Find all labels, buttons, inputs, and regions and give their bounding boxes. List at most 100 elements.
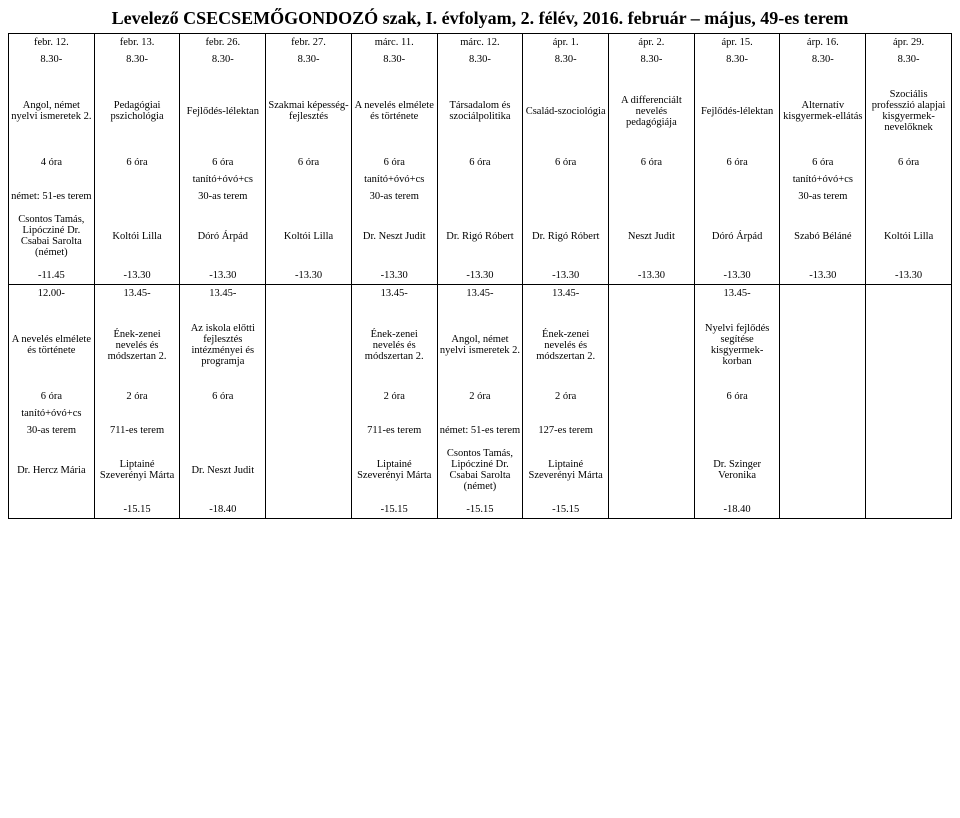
start-times-row-2: 12.00- 13.45- 13.45- 13.45- 13.45- 13.45… <box>9 285 952 303</box>
room-cell <box>523 188 609 205</box>
hours-cell: 6 óra <box>9 388 95 405</box>
subject-cell <box>609 302 695 388</box>
hours-row-2: 6 óra 2 óra 6 óra 2 óra 2 óra 2 óra 6 ór… <box>9 388 952 405</box>
endtime-cell: -15.15 <box>523 501 609 519</box>
endtime-cell: -13.30 <box>180 267 266 285</box>
subject-cell: Angol, német nyelvi ismeretek 2. <box>437 302 523 388</box>
page-title: Levelező CSECSEMŐGONDOZÓ szak, I. évfoly… <box>8 8 952 29</box>
time-cell <box>266 285 352 303</box>
hours-cell: 6 óra <box>523 154 609 171</box>
subject-cell: Pedagógiai pszichológia <box>94 68 180 154</box>
subjects-row-2: A nevelés elmélete és története Ének-zen… <box>9 302 952 388</box>
hours-cell <box>266 388 352 405</box>
tag-cell <box>866 405 952 422</box>
subject-cell: Ének-zenei nevelés és módszertan 2. <box>523 302 609 388</box>
room-cell <box>866 188 952 205</box>
time-cell: 8.30- <box>9 51 95 68</box>
instructor-cell: Dóró Árpád <box>694 205 780 267</box>
subject-cell: A nevelés elmélete és története <box>351 68 437 154</box>
date-cell: ápr. 29. <box>866 34 952 52</box>
hours-cell: 4 óra <box>9 154 95 171</box>
subject-cell: Angol, német nyelvi ismeretek 2. <box>9 68 95 154</box>
endtime-cell: -15.15 <box>94 501 180 519</box>
hours-cell: 6 óra <box>609 154 695 171</box>
hours-cell <box>609 388 695 405</box>
room-cell <box>180 422 266 439</box>
hours-cell <box>866 388 952 405</box>
instructor-cell: Csontos Tamás, Lipócziné Dr. Csabai Saro… <box>437 439 523 501</box>
instructor-cell: Dóró Árpád <box>180 205 266 267</box>
endtime-cell <box>609 501 695 519</box>
subject-cell: Társadalom és szociálpolitika <box>437 68 523 154</box>
hours-cell: 2 óra <box>351 388 437 405</box>
room-cell: német: 51-es terem <box>437 422 523 439</box>
endtime-cell: -13.30 <box>94 267 180 285</box>
room-cell: 711-es terem <box>351 422 437 439</box>
room-cell <box>694 422 780 439</box>
tag-cell <box>866 171 952 188</box>
room-cell: 711-es terem <box>94 422 180 439</box>
time-cell: 8.30- <box>437 51 523 68</box>
tag-cell <box>266 171 352 188</box>
subject-cell: Az iskola előtti fejlesztés intézményei … <box>180 302 266 388</box>
tag-cell <box>609 405 695 422</box>
dates-row: febr. 12. febr. 13. febr. 26. febr. 27. … <box>9 34 952 52</box>
date-cell: márc. 11. <box>351 34 437 52</box>
instructor-cell: Dr. Rigó Róbert <box>437 205 523 267</box>
time-cell <box>866 285 952 303</box>
subjects-row: Angol, német nyelvi ismeretek 2. Pedagóg… <box>9 68 952 154</box>
endtime-cell: -13.30 <box>523 267 609 285</box>
subject-cell: Nyelvi fejlődés segítése kisgyermek-korb… <box>694 302 780 388</box>
instructor-cell: Koltói Lilla <box>94 205 180 267</box>
hours-cell: 2 óra <box>523 388 609 405</box>
room-cell <box>866 422 952 439</box>
endtime-cell <box>266 501 352 519</box>
tag-cell <box>609 171 695 188</box>
room-cell <box>266 188 352 205</box>
endtime-cell: -18.40 <box>694 501 780 519</box>
tag-cell <box>694 171 780 188</box>
rooms-row: német: 51-es terem 30-as terem 30-as ter… <box>9 188 952 205</box>
subject-cell: Fejlődés-lélektan <box>180 68 266 154</box>
hours-cell: 6 óra <box>266 154 352 171</box>
instructor-cell: Dr. Neszt Judit <box>180 439 266 501</box>
room-cell <box>266 422 352 439</box>
room-cell: német: 51-es terem <box>9 188 95 205</box>
hours-cell: 6 óra <box>180 388 266 405</box>
date-cell: ápr. 2. <box>609 34 695 52</box>
endtime-cell: -13.30 <box>437 267 523 285</box>
endtime-cell: -15.15 <box>351 501 437 519</box>
date-cell: márc. 12. <box>437 34 523 52</box>
tag-cell: tanító+óvó+cs <box>9 405 95 422</box>
date-cell: febr. 26. <box>180 34 266 52</box>
hours-cell: 6 óra <box>94 154 180 171</box>
endtime-cell: -13.30 <box>351 267 437 285</box>
subject-cell <box>866 302 952 388</box>
tag-cell <box>266 405 352 422</box>
subject-cell <box>780 302 866 388</box>
rooms-row-2: 30-as terem 711-es terem 711-es terem né… <box>9 422 952 439</box>
room-cell <box>609 188 695 205</box>
tag-cell <box>94 405 180 422</box>
tag-cell: tanító+óvó+cs <box>351 171 437 188</box>
tag-cell <box>351 405 437 422</box>
subject-cell: Fejlődés-lélektan <box>694 68 780 154</box>
tag-cell <box>180 405 266 422</box>
time-cell: 8.30- <box>694 51 780 68</box>
hours-cell: 6 óra <box>694 388 780 405</box>
hours-cell: 6 óra <box>180 154 266 171</box>
time-cell: 13.45- <box>180 285 266 303</box>
tag-cell <box>94 171 180 188</box>
room-cell <box>780 422 866 439</box>
subject-cell: Szakmai képesség-fejlesztés <box>266 68 352 154</box>
hours-cell: 6 óra <box>780 154 866 171</box>
subject-cell: Alternatív kisgyermek-ellátás <box>780 68 866 154</box>
time-cell: 13.45- <box>351 285 437 303</box>
endtime-cell: -15.15 <box>437 501 523 519</box>
time-cell: 8.30- <box>180 51 266 68</box>
instructors-row-2: Dr. Hercz Mária Liptainé Szeverényi Márt… <box>9 439 952 501</box>
time-cell: 13.45- <box>694 285 780 303</box>
time-cell: 13.45- <box>437 285 523 303</box>
time-cell <box>609 285 695 303</box>
room-cell: 30-as terem <box>180 188 266 205</box>
